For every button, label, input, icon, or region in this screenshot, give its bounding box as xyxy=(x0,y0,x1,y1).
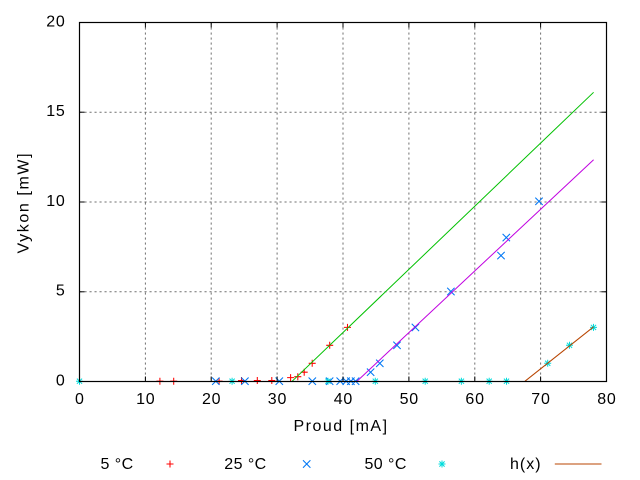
svg-text:40: 40 xyxy=(334,391,353,408)
svg-text:5 °C: 5 °C xyxy=(100,456,133,473)
svg-text:70: 70 xyxy=(531,391,550,408)
svg-text:0: 0 xyxy=(56,372,66,389)
svg-text:15: 15 xyxy=(46,103,65,120)
svg-text:Proud [mA]: Proud [mA] xyxy=(293,418,388,435)
svg-text:10: 10 xyxy=(136,391,155,408)
svg-text:0: 0 xyxy=(75,391,85,408)
svg-text:50: 50 xyxy=(400,391,419,408)
svg-text:80: 80 xyxy=(597,391,616,408)
svg-text:50 °C: 50 °C xyxy=(364,456,406,473)
svg-text:20: 20 xyxy=(202,391,221,408)
svg-text:30: 30 xyxy=(268,391,287,408)
svg-text:h(x): h(x) xyxy=(510,456,542,473)
svg-text:Vykon [mW]: Vykon [mW] xyxy=(15,152,32,254)
svg-text:5: 5 xyxy=(56,283,66,300)
svg-text:20: 20 xyxy=(46,13,65,30)
svg-text:60: 60 xyxy=(465,391,484,408)
svg-text:10: 10 xyxy=(46,193,65,210)
svg-text:25 °C: 25 °C xyxy=(224,456,266,473)
